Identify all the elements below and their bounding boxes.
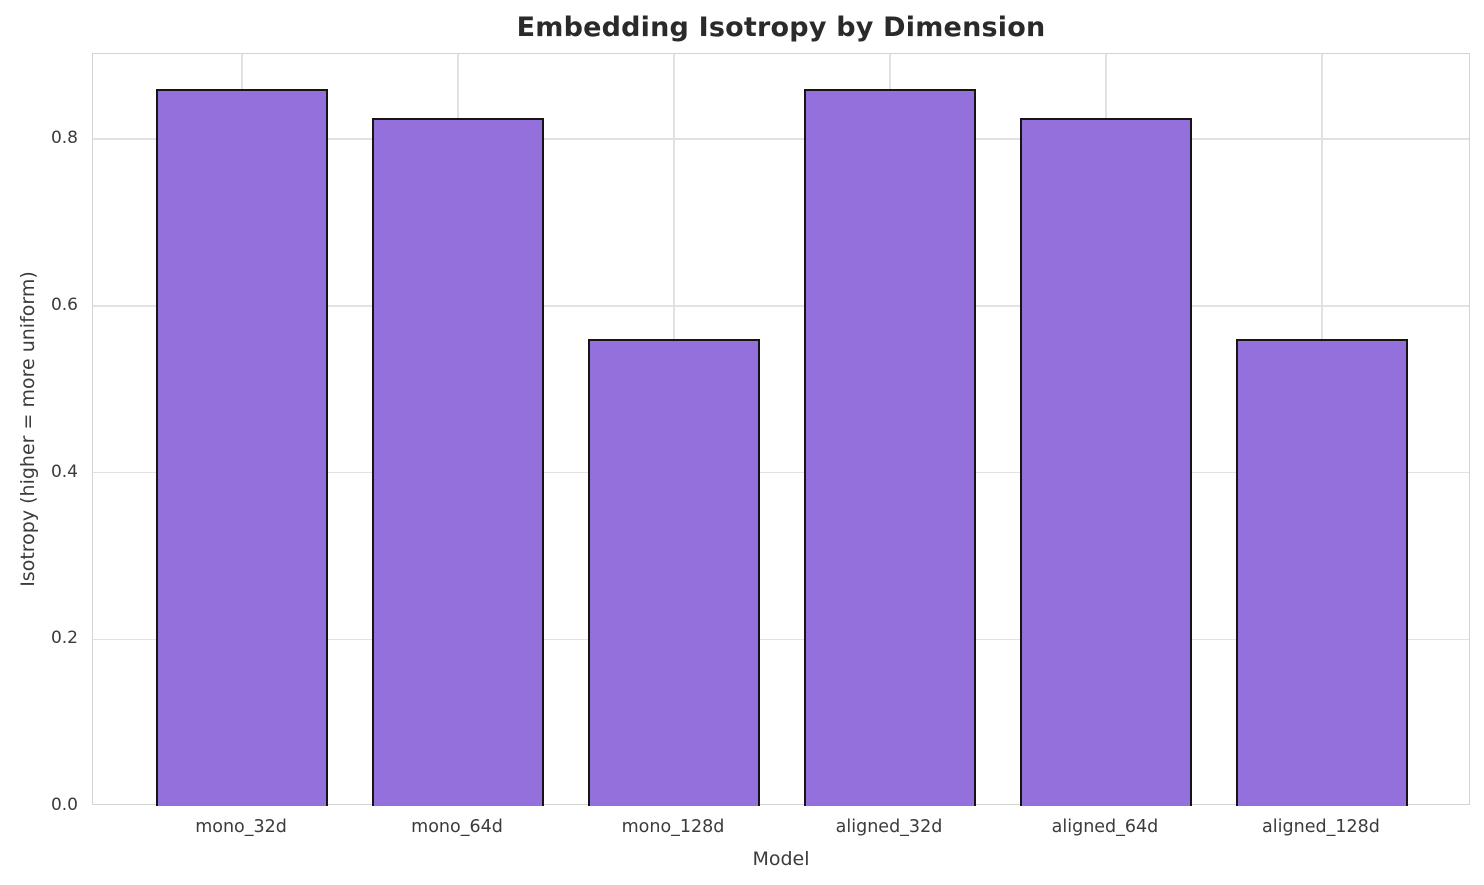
y-axis-label: Isotropy (higher = more uniform) <box>17 271 39 587</box>
chart-title: Embedding Isotropy by Dimension <box>516 12 1046 43</box>
y-gridline <box>93 138 1469 140</box>
y-gridline <box>93 471 1469 474</box>
bar-mono_128d <box>587 339 761 806</box>
x-tick-label: mono_64d <box>411 817 503 837</box>
y-tick-label: 0.6 <box>50 294 78 315</box>
bar-mono_32d <box>155 89 329 806</box>
x-tick-label: aligned_64d <box>1051 817 1159 837</box>
x-tick-label: aligned_128d <box>1262 817 1380 837</box>
y-tick-label: 0.8 <box>50 128 78 149</box>
x-tick-label: mono_128d <box>621 817 725 837</box>
y-gridline <box>93 638 1469 640</box>
y-tick-label: 0.2 <box>50 628 78 649</box>
x-tick-label: mono_32d <box>195 817 287 837</box>
y-tick-label: 0.0 <box>50 795 78 815</box>
bar-aligned_128d <box>1235 339 1409 806</box>
bar-aligned_32d <box>803 89 977 806</box>
y-tick-label: 0.4 <box>50 461 78 482</box>
plot-area <box>92 53 1470 806</box>
bar-aligned_64d <box>1019 118 1193 806</box>
bar-mono_64d <box>371 118 545 806</box>
x-axis-label: Model <box>752 848 810 870</box>
y-gridline <box>93 305 1469 307</box>
x-tick-label: aligned_32d <box>835 817 943 837</box>
